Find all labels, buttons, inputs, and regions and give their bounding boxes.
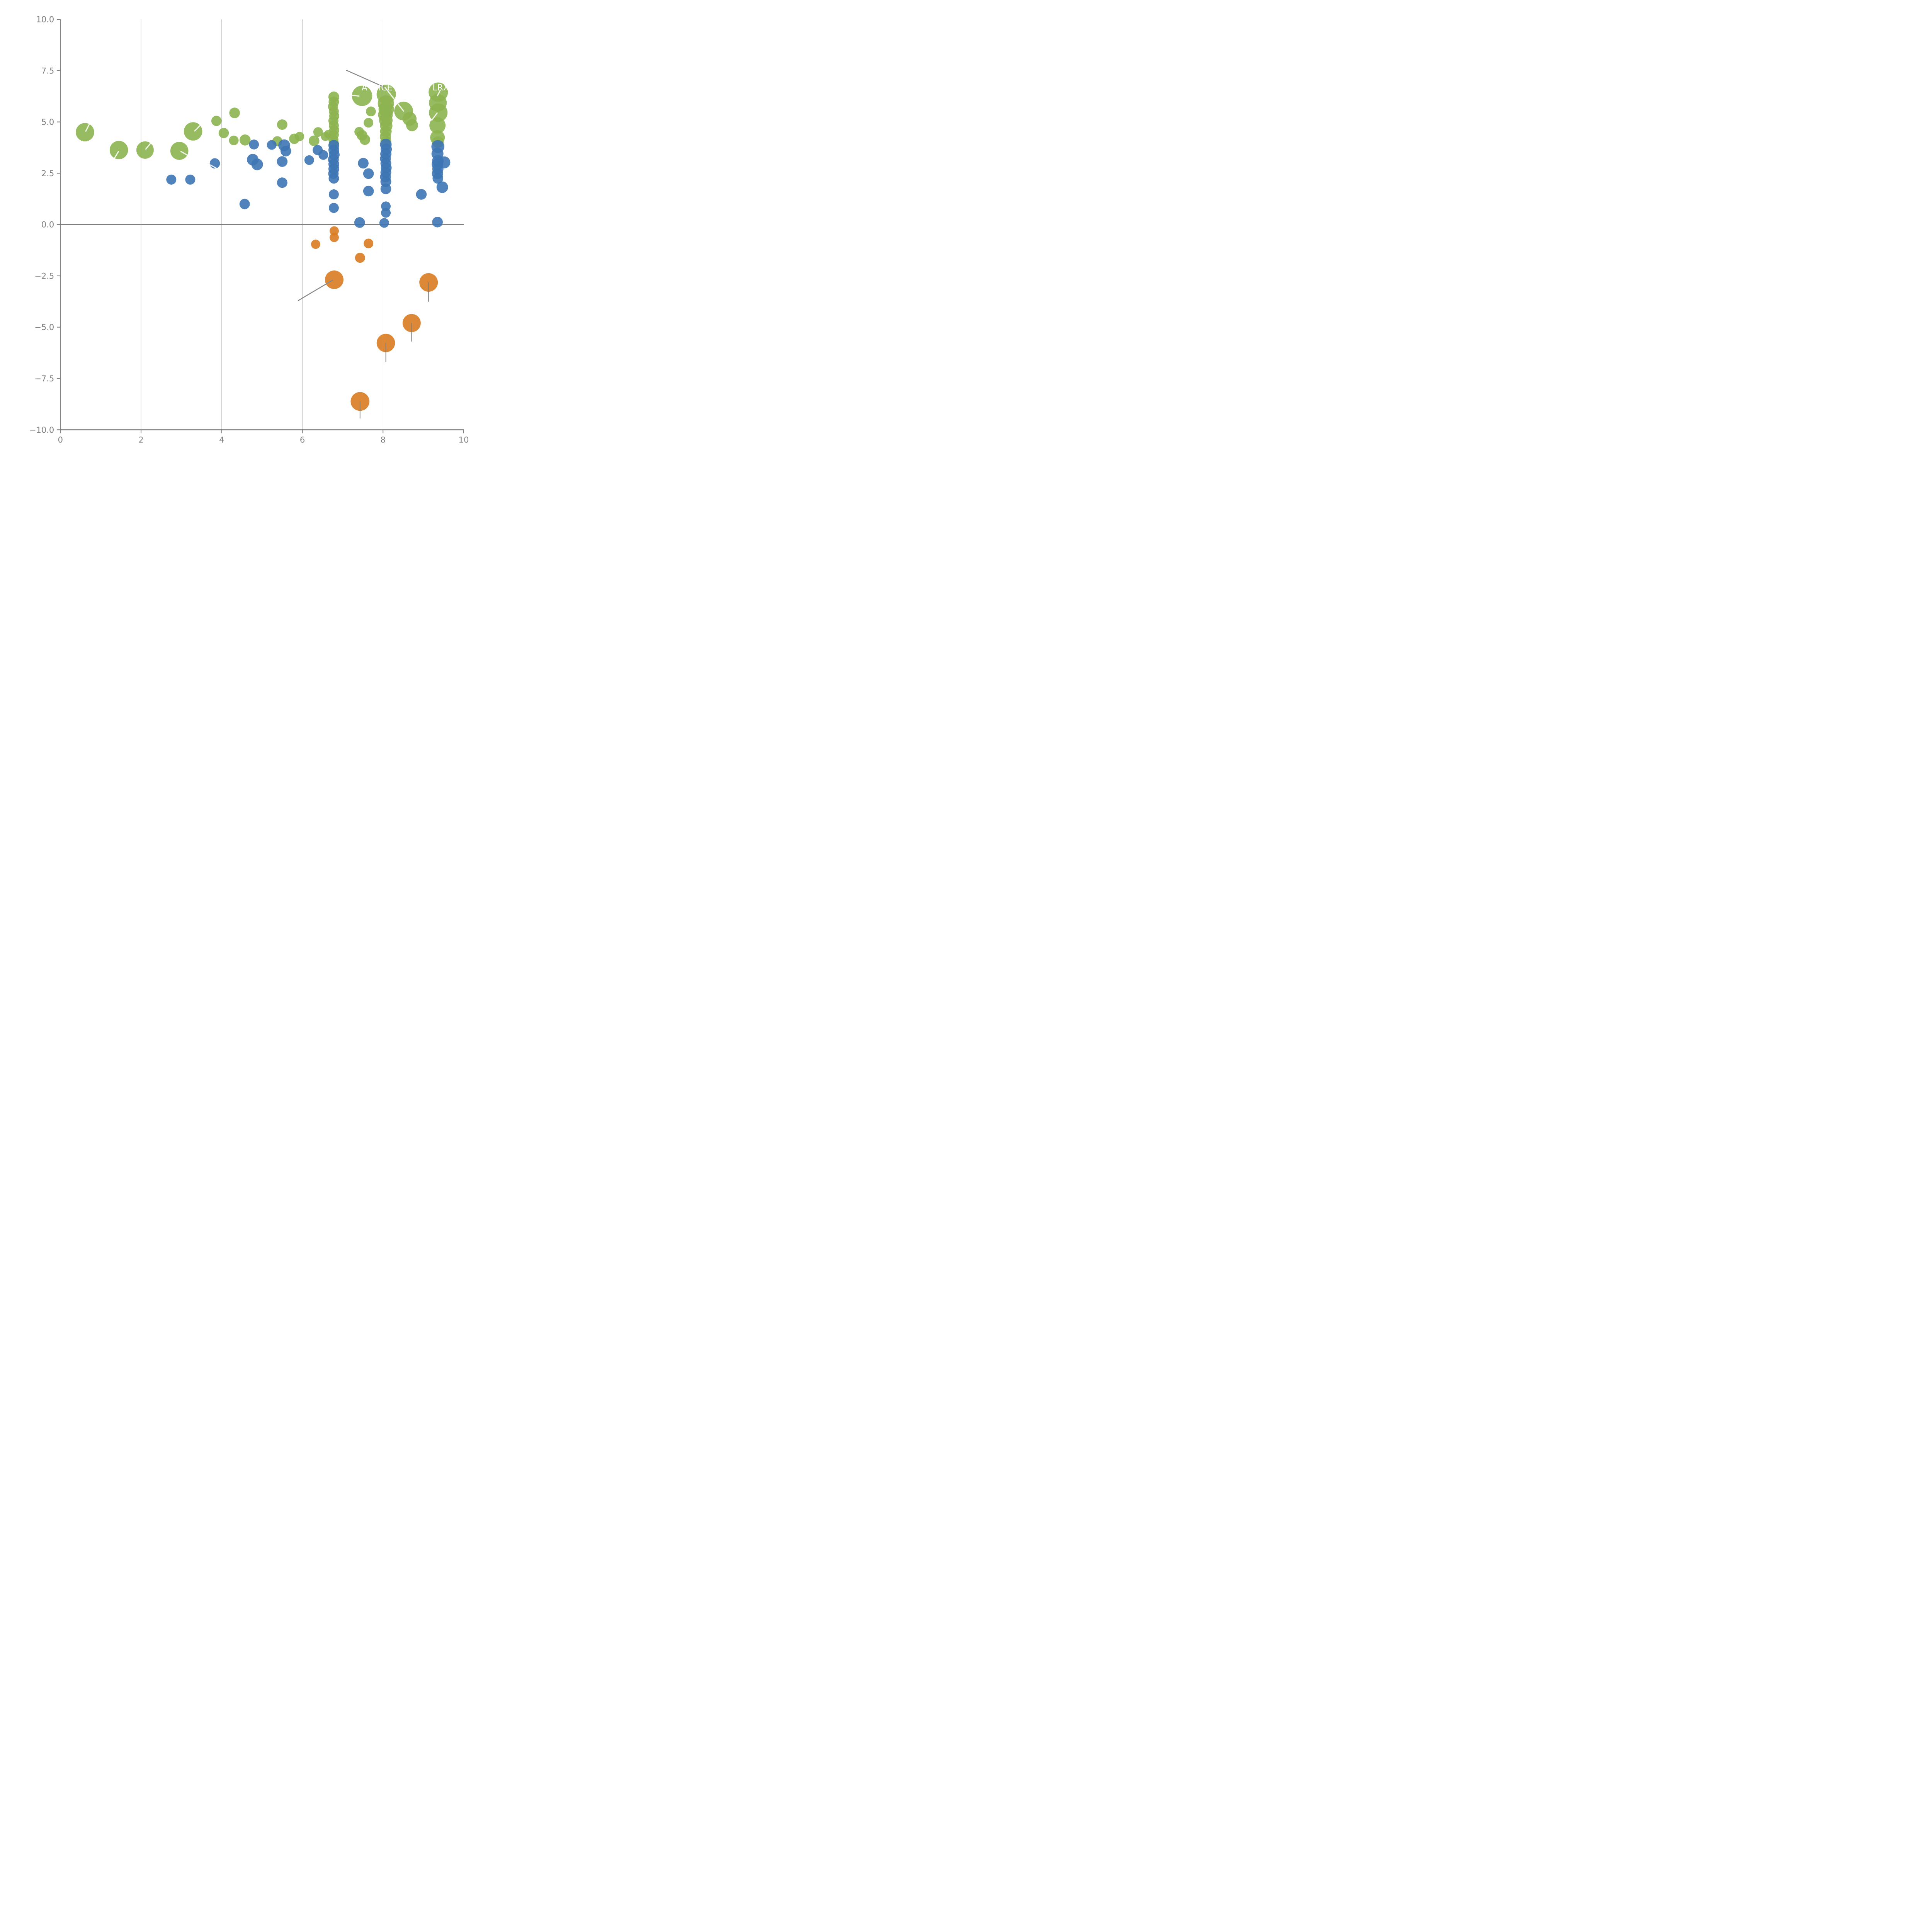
bubble-blue [358, 158, 369, 169]
bubble-blue [166, 174, 177, 185]
bubble-orange [311, 240, 320, 249]
bubble-blue [185, 174, 196, 185]
leader-line-white-2 [114, 151, 119, 159]
bubble-blue [318, 150, 328, 160]
leader-line-gray-1 [298, 279, 333, 301]
bubble-green [313, 127, 323, 137]
bubble-green [429, 117, 446, 134]
bubble-blue [277, 177, 287, 188]
bubble-blue [267, 140, 277, 150]
bubble-green [352, 85, 372, 106]
y-tick-label: 2.5 [41, 169, 54, 178]
bubble-blue [432, 216, 443, 228]
bubble-orange [355, 253, 365, 263]
bubble-blue [379, 218, 389, 228]
bubble-blue [239, 199, 250, 209]
x-tick-label: 4 [219, 435, 224, 444]
bubble-blue [251, 158, 263, 170]
bubble-blue [328, 173, 339, 184]
bubble-green [76, 123, 94, 141]
bubble-green [229, 135, 239, 145]
bubble-blue [249, 139, 259, 150]
annotation-label-2: LRX [432, 83, 449, 93]
y-tick-label: −5.0 [34, 323, 54, 332]
bubble-green [359, 134, 371, 145]
y-tick-label: 7.5 [41, 66, 54, 75]
bubble-green [109, 141, 128, 160]
leader-line-white-8 [431, 112, 438, 121]
leader-line-white-1 [85, 123, 90, 132]
bubble-green [218, 128, 229, 138]
bubble-blue [381, 208, 391, 218]
bubble-orange [325, 270, 344, 289]
y-tick-label: −10.0 [29, 425, 54, 435]
leader-line-white-9 [437, 89, 441, 97]
leader-line-white-5 [194, 124, 201, 132]
bubble-blue [280, 146, 291, 156]
annotation-label-0: A [362, 83, 367, 93]
bubble-green [277, 119, 287, 130]
bubble-green [295, 132, 304, 141]
annotation-label-1: ICE [379, 83, 393, 93]
leader-line-white-4 [180, 151, 188, 156]
leader-line-gray-0 [346, 70, 386, 88]
x-tick-label: 8 [381, 435, 386, 444]
leader-line-white-6 [210, 164, 217, 169]
bubble-green [366, 106, 376, 117]
bubble-orange [329, 233, 339, 242]
y-tick-label: −7.5 [34, 374, 54, 383]
bubble-blue [416, 189, 427, 200]
bubble-blue [380, 183, 391, 194]
bubble-orange [329, 226, 339, 236]
bubble-green [308, 135, 320, 146]
bubble-green [136, 141, 154, 159]
y-tick-label: 10.0 [36, 15, 54, 24]
bubble-blue [354, 217, 365, 228]
leader-line-white-7 [350, 94, 360, 97]
bubble-green [364, 118, 374, 128]
bubble-blue [304, 155, 314, 165]
bubble-blue [363, 185, 374, 197]
bubble-blue [436, 181, 448, 193]
x-tick-label: 6 [300, 435, 305, 444]
bubble-green [239, 134, 251, 146]
bubble-green [170, 142, 189, 160]
bubble-blue [277, 156, 288, 167]
leader-line-white-0 [384, 87, 404, 112]
x-tick-label: 2 [138, 435, 143, 444]
bubble-green [229, 107, 240, 118]
leader-line-white-3 [145, 142, 151, 150]
y-tick-label: −2.5 [34, 271, 54, 281]
bubble-green [211, 116, 222, 126]
scatter-chart-figure: A ICE LRX 10.0 7.5 5.0 2.5 0.0 −2.5 −5.0 −7.5 −10.0… [0, 0, 483, 483]
bubble-blue [432, 173, 443, 184]
x-tick-label: 10 [459, 435, 469, 444]
x-tick-label: 0 [58, 435, 63, 444]
bubble-orange [364, 238, 374, 248]
bubble-blue [328, 189, 339, 200]
bubble-blue [363, 168, 374, 179]
y-tick-label: 0.0 [41, 220, 54, 230]
chart-canvas: A ICE LRX 10.0 7.5 5.0 2.5 0.0 −2.5 −5.0 −7.5 −10.0… [29, 15, 469, 445]
bubble-blue [328, 203, 339, 213]
bubble-green [184, 122, 202, 141]
y-tick-label: 5.0 [41, 117, 54, 127]
bubble-green [406, 119, 418, 131]
